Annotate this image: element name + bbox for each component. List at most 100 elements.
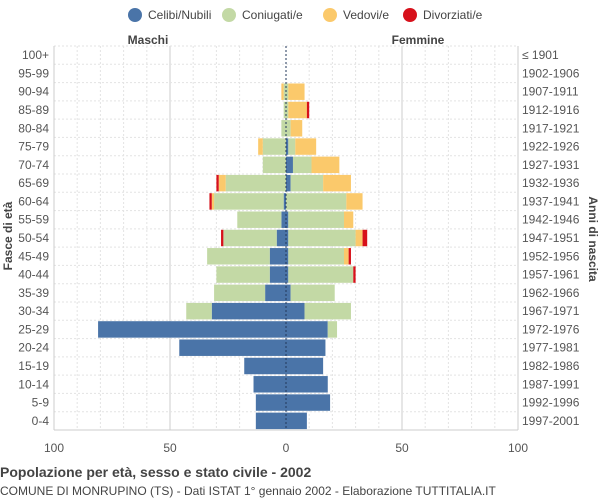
bar-female-vedovi-e-90-94 bbox=[288, 83, 305, 100]
legend-label-coniugati-e: Coniugati/e bbox=[242, 8, 303, 22]
bar-female-coniugati-e-65-69 bbox=[290, 174, 324, 192]
bar-female-vedovi-e-80-84 bbox=[290, 120, 303, 137]
chart-subtitle: COMUNE DI MONRUPINO (TS) - Dati ISTAT 1°… bbox=[0, 484, 496, 498]
age-group-labels: 100+ 95-99 90-94 85-89 80-84 75-79 70-74 65-69 6… bbox=[18, 48, 49, 428]
bar-male-coniugati-e-90-94 bbox=[283, 83, 286, 100]
birth-year-label: 1927-1931 bbox=[522, 158, 580, 172]
bar-female-coniugati-e-45-49 bbox=[288, 248, 344, 265]
chart-title: Popolazione per età, sesso e stato civil… bbox=[0, 464, 311, 480]
bar-male-celibi-nubili-5-9 bbox=[255, 394, 286, 411]
legend-label-divorziati-e: Divorziati/e bbox=[423, 8, 483, 22]
birth-year-label: 1942-1946 bbox=[522, 213, 580, 227]
bar-female-coniugati-e-70-74 bbox=[292, 156, 312, 174]
bar-female-celibi-nubili-55-59 bbox=[286, 211, 289, 228]
bar-male-coniugati-e-60-64 bbox=[214, 193, 284, 210]
bar-female-celibi-nubili-35-39 bbox=[286, 284, 291, 302]
bar-female-celibi-nubili-5-9 bbox=[286, 394, 331, 411]
bar-female-celibi-nubili-20-24 bbox=[286, 339, 326, 356]
age-group-label: 80-84 bbox=[18, 121, 49, 135]
birth-year-label: 1977-1981 bbox=[522, 341, 580, 355]
legend: Celibi/Nubili Coniugati/e Vedovi/e Divorzia… bbox=[128, 8, 483, 22]
bar-male-celibi-nubili-55-59 bbox=[281, 211, 286, 228]
birth-year-label: 1997-2001 bbox=[522, 414, 580, 428]
bars bbox=[98, 46, 368, 430]
legend-marker-celibi-nubili bbox=[128, 8, 142, 22]
bar-male-coniugati-e-30-34 bbox=[186, 302, 212, 320]
bar-female-coniugati-e-25-29 bbox=[327, 321, 338, 338]
bar-male-celibi-nubili-50-54 bbox=[276, 229, 286, 247]
bar-male-coniugati-e-50-54 bbox=[223, 229, 277, 247]
bar-female-celibi-nubili-25-29 bbox=[286, 321, 328, 338]
age-group-label: 45-49 bbox=[18, 249, 49, 263]
x-tick-label: 50 bbox=[395, 441, 409, 455]
birth-year-label: 1957-1961 bbox=[522, 268, 580, 282]
age-group-label: 95-99 bbox=[18, 66, 49, 80]
x-tick-label: 100 bbox=[44, 441, 64, 455]
bar-male-celibi-nubili-45-49 bbox=[269, 248, 286, 265]
age-group-label: 20-24 bbox=[18, 341, 49, 355]
bar-female-celibi-nubili-10-14 bbox=[286, 376, 328, 393]
birth-year-labels: ≤ 1901 1902-1906 1907-1911 1912-1916 1917-19… bbox=[522, 48, 580, 428]
bar-female-coniugati-e-80-84 bbox=[286, 120, 291, 137]
bar-female-celibi-nubili-70-74 bbox=[286, 156, 293, 174]
bar-male-coniugati-e-85-89 bbox=[283, 101, 286, 119]
bar-female-vedovi-e-55-59 bbox=[344, 211, 354, 228]
birth-year-label: 1907-1911 bbox=[522, 85, 579, 99]
birth-year-label: 1987-1991 bbox=[522, 377, 580, 391]
legend-label-vedovi-e: Vedovi/e bbox=[343, 8, 389, 22]
bar-female-celibi-nubili-15-19 bbox=[286, 357, 324, 375]
legend-marker-divorziati-e bbox=[403, 8, 417, 22]
bar-female-celibi-nubili-0-4 bbox=[286, 412, 307, 430]
bar-male-coniugati-e-55-59 bbox=[237, 211, 282, 228]
age-group-label: 50-54 bbox=[18, 231, 49, 245]
bar-female-vedovi-e-85-89 bbox=[288, 101, 307, 119]
age-group-label: 65-69 bbox=[18, 176, 49, 190]
bar-male-vedovi-e-65-69 bbox=[218, 174, 226, 192]
y-axis-label-right: Anni di nascita bbox=[586, 196, 600, 282]
birth-year-label: 1932-1936 bbox=[522, 176, 580, 190]
age-group-label: 0-4 bbox=[32, 414, 50, 428]
bar-female-coniugati-e-30-34 bbox=[304, 302, 351, 320]
age-group-label: 85-89 bbox=[18, 103, 49, 117]
bar-male-celibi-nubili-0-4 bbox=[255, 412, 286, 430]
age-group-label: 60-64 bbox=[18, 194, 49, 208]
bar-female-vedovi-e-70-74 bbox=[311, 156, 340, 174]
birth-year-label: 1922-1926 bbox=[522, 140, 580, 154]
bar-female-coniugati-e-60-64 bbox=[286, 193, 347, 210]
bar-male-coniugati-e-70-74 bbox=[262, 156, 286, 174]
x-tick-label: 100 bbox=[508, 441, 528, 455]
birth-year-label: 1992-1996 bbox=[522, 396, 580, 410]
bar-female-coniugati-e-50-54 bbox=[288, 229, 356, 247]
bar-male-celibi-nubili-10-14 bbox=[253, 376, 286, 393]
birth-year-label: ≤ 1901 bbox=[522, 48, 559, 62]
bar-female-coniugati-e-55-59 bbox=[288, 211, 344, 228]
age-group-label: 40-44 bbox=[18, 268, 49, 282]
birth-year-label: 1917-1921 bbox=[522, 121, 580, 135]
y-axis-label-left: Fasce di età bbox=[1, 201, 15, 270]
x-axis-ticks: 100 50 0 50 100 bbox=[44, 441, 528, 455]
age-group-label: 90-94 bbox=[18, 85, 49, 99]
bar-male-coniugati-e-35-39 bbox=[214, 284, 266, 302]
females-header: Femmine bbox=[392, 33, 445, 47]
legend-marker-vedovi-e bbox=[323, 8, 337, 22]
bar-female-coniugati-e-90-94 bbox=[286, 83, 289, 100]
bar-male-celibi-nubili-60-64 bbox=[283, 193, 286, 210]
age-group-label: 35-39 bbox=[18, 286, 49, 300]
bar-female-coniugati-e-35-39 bbox=[290, 284, 335, 302]
bar-female-coniugati-e-40-44 bbox=[288, 266, 354, 283]
bar-female-divorziati-e-40-44 bbox=[353, 266, 356, 283]
birth-year-label: 1952-1956 bbox=[522, 249, 580, 263]
birth-year-label: 1947-1951 bbox=[522, 231, 580, 245]
age-group-label: 5-9 bbox=[32, 396, 50, 410]
bar-male-divorziati-e-60-64 bbox=[209, 193, 212, 210]
bar-female-celibi-nubili-45-49 bbox=[286, 248, 289, 265]
bar-male-celibi-nubili-40-44 bbox=[269, 266, 286, 283]
age-group-label: 55-59 bbox=[18, 213, 49, 227]
bar-male-coniugati-e-75-79 bbox=[262, 138, 286, 155]
birth-year-label: 1982-1986 bbox=[522, 359, 580, 373]
bar-male-divorziati-e-50-54 bbox=[221, 229, 224, 247]
legend-marker-coniugati-e bbox=[222, 8, 236, 22]
bar-male-celibi-nubili-20-24 bbox=[179, 339, 286, 356]
bar-male-coniugati-e-40-44 bbox=[216, 266, 270, 283]
